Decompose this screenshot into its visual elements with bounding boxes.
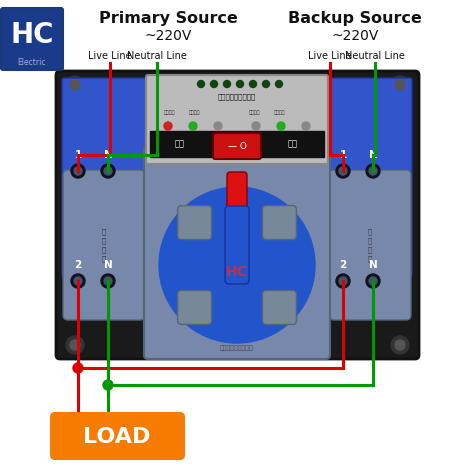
FancyBboxPatch shape [326,78,412,277]
Text: HC: HC [226,265,248,279]
FancyBboxPatch shape [63,170,145,320]
Text: 正常电源: 正常电源 [164,109,176,115]
Text: ~220V: ~220V [144,29,191,43]
Circle shape [70,340,80,350]
Circle shape [339,277,347,285]
Circle shape [66,76,84,94]
Text: 双电源自动转换开关: 双电源自动转换开关 [220,345,254,351]
Circle shape [366,274,380,288]
Circle shape [189,122,197,130]
Text: Electric: Electric [18,57,46,66]
FancyBboxPatch shape [192,75,282,93]
FancyBboxPatch shape [1,8,63,70]
FancyBboxPatch shape [213,133,261,159]
FancyBboxPatch shape [178,291,211,324]
Text: Neutral Line: Neutral Line [127,51,187,61]
FancyBboxPatch shape [178,206,211,239]
Circle shape [369,167,377,175]
Circle shape [252,122,260,130]
Circle shape [159,187,315,343]
Circle shape [395,80,405,90]
Circle shape [164,122,172,130]
FancyBboxPatch shape [56,71,419,359]
Circle shape [71,274,85,288]
Circle shape [104,277,112,285]
Circle shape [66,336,84,354]
Text: Backup Source: Backup Source [288,10,422,26]
Text: 1: 1 [339,150,346,160]
Text: N: N [104,150,112,160]
FancyBboxPatch shape [263,206,296,239]
Text: 备
用
电
源: 备 用 电 源 [368,228,372,262]
Text: 2: 2 [74,260,82,270]
Text: 1: 1 [74,150,82,160]
Text: 双电源自动转换开关: 双电源自动转换开关 [218,94,256,100]
Circle shape [101,164,115,178]
Circle shape [210,81,218,88]
Text: N: N [369,260,377,270]
Circle shape [101,274,115,288]
Circle shape [369,277,377,285]
Circle shape [70,80,80,90]
Circle shape [224,81,230,88]
Circle shape [263,81,270,88]
FancyBboxPatch shape [50,412,185,460]
Text: Primary Source: Primary Source [99,10,237,26]
Text: Live Line: Live Line [308,51,352,61]
Text: 常用电灯: 常用电灯 [189,109,201,115]
Circle shape [339,167,347,175]
FancyBboxPatch shape [150,131,324,157]
Text: 常
用
电
源: 常 用 电 源 [102,228,106,262]
Circle shape [391,76,409,94]
Text: N: N [369,150,377,160]
Circle shape [104,167,112,175]
Circle shape [336,274,350,288]
Circle shape [71,164,85,178]
FancyBboxPatch shape [225,206,249,284]
Text: ~220V: ~220V [331,29,379,43]
FancyBboxPatch shape [263,291,296,324]
Text: Neutral Line: Neutral Line [345,51,405,61]
Circle shape [103,380,113,390]
Circle shape [214,122,222,130]
Circle shape [198,81,204,88]
Text: HC: HC [10,21,54,49]
Text: 手动: 手动 [288,139,298,148]
Text: — O: — O [228,142,246,151]
Circle shape [366,164,380,178]
Text: Live Line: Live Line [88,51,132,61]
FancyBboxPatch shape [227,172,247,218]
Text: LOAD: LOAD [83,427,151,447]
Text: N: N [104,260,112,270]
Text: 自动: 自动 [175,139,185,148]
FancyBboxPatch shape [146,75,328,164]
Circle shape [249,81,256,88]
Circle shape [277,122,285,130]
Circle shape [237,81,244,88]
Text: 2: 2 [339,260,346,270]
Text: 备用分析: 备用分析 [249,109,261,115]
FancyBboxPatch shape [62,78,148,277]
Circle shape [73,363,83,373]
Circle shape [302,122,310,130]
Circle shape [275,81,283,88]
Circle shape [391,336,409,354]
FancyBboxPatch shape [329,170,411,320]
Circle shape [74,167,82,175]
Circle shape [74,277,82,285]
Circle shape [395,340,405,350]
Text: 备用电源: 备用电源 [274,109,286,115]
FancyBboxPatch shape [144,146,330,359]
Circle shape [336,164,350,178]
